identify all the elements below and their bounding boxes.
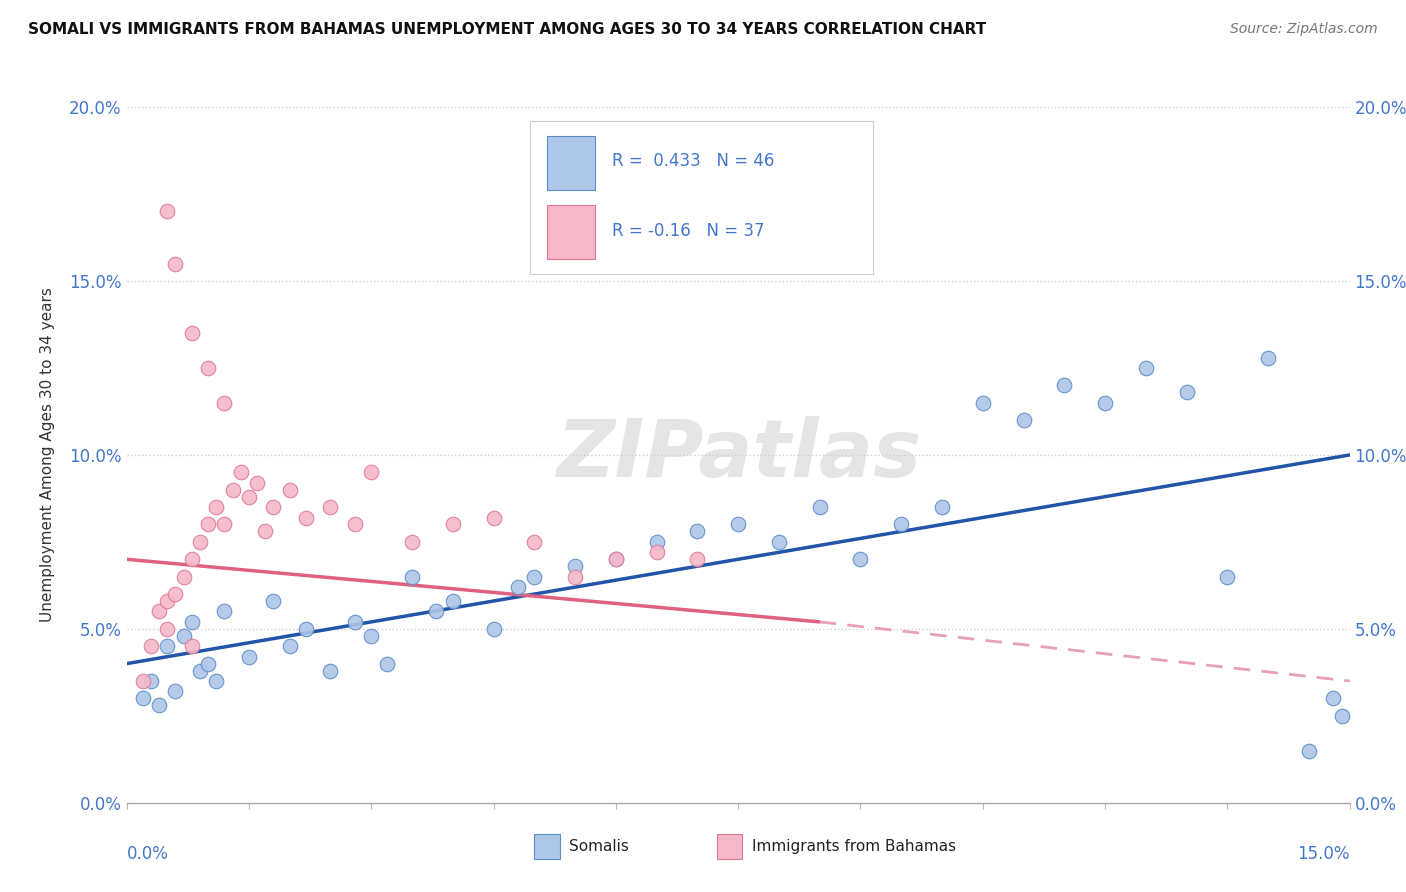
Point: [165, 684, 187, 698]
Y-axis label: Unemployment Among Ages 30 to 34 years: Unemployment Among Ages 30 to 34 years: [41, 287, 55, 623]
Point: [205, 500, 228, 514]
Point: [197, 360, 219, 375]
Point: [1298, 744, 1320, 758]
Point: [425, 605, 447, 619]
Point: [645, 534, 668, 549]
Point: [1257, 351, 1279, 365]
Point: [262, 594, 284, 608]
Point: [343, 615, 366, 629]
Point: [482, 510, 505, 524]
Point: [768, 534, 790, 549]
Point: [727, 517, 749, 532]
Point: [262, 500, 284, 514]
Point: [180, 615, 202, 629]
Point: [1216, 570, 1239, 584]
Point: [214, 395, 236, 409]
Point: [564, 559, 586, 574]
Point: [180, 552, 202, 566]
Point: [319, 664, 342, 678]
Point: [188, 664, 211, 678]
Point: [605, 552, 627, 566]
Point: [401, 570, 423, 584]
Point: [165, 256, 187, 270]
Point: [377, 657, 399, 671]
Point: [441, 517, 464, 532]
Point: [132, 674, 155, 689]
Point: [343, 517, 366, 532]
Point: [360, 629, 382, 643]
Point: [246, 475, 269, 490]
Text: Source: ZipAtlas.com: Source: ZipAtlas.com: [1230, 22, 1378, 37]
Point: [139, 674, 162, 689]
Point: [808, 500, 831, 514]
Point: [197, 517, 219, 532]
Point: [214, 517, 236, 532]
Text: Immigrants from Bahamas: Immigrants from Bahamas: [752, 839, 956, 854]
Point: [132, 691, 155, 706]
Text: 0.0%: 0.0%: [127, 845, 169, 863]
Text: 15.0%: 15.0%: [1298, 845, 1350, 863]
Point: [972, 395, 994, 409]
Point: [401, 534, 423, 549]
Point: [254, 524, 277, 539]
Point: [156, 639, 179, 653]
Point: [148, 698, 170, 713]
Point: [1094, 395, 1116, 409]
Point: [686, 552, 709, 566]
Point: [441, 594, 464, 608]
Point: [221, 483, 243, 497]
Point: [1012, 413, 1035, 427]
Point: [156, 622, 179, 636]
Point: [523, 534, 546, 549]
Text: SOMALI VS IMMIGRANTS FROM BAHAMAS UNEMPLOYMENT AMONG AGES 30 TO 34 YEARS CORRELA: SOMALI VS IMMIGRANTS FROM BAHAMAS UNEMPL…: [28, 22, 987, 37]
Point: [890, 517, 912, 532]
Point: [173, 629, 195, 643]
Point: [319, 500, 342, 514]
Point: [229, 466, 252, 480]
Point: [165, 587, 187, 601]
Point: [931, 500, 953, 514]
Point: [156, 594, 179, 608]
Point: [605, 552, 627, 566]
Point: [173, 570, 195, 584]
Point: [205, 674, 228, 689]
Point: [148, 605, 170, 619]
Point: [180, 639, 202, 653]
Point: [180, 326, 202, 340]
Text: Somalis: Somalis: [569, 839, 630, 854]
Point: [360, 466, 382, 480]
Text: ZIPatlas: ZIPatlas: [555, 416, 921, 494]
Point: [278, 639, 301, 653]
Point: [1322, 691, 1344, 706]
Point: [214, 605, 236, 619]
Point: [197, 657, 219, 671]
Point: [295, 622, 318, 636]
Point: [188, 534, 211, 549]
Point: [139, 639, 162, 653]
Point: [1053, 378, 1076, 392]
Point: [482, 622, 505, 636]
Point: [849, 552, 872, 566]
Point: [1135, 360, 1157, 375]
Point: [295, 510, 318, 524]
Point: [506, 580, 529, 594]
Point: [1330, 708, 1353, 723]
Point: [156, 204, 179, 219]
Point: [238, 490, 260, 504]
Point: [686, 524, 709, 539]
Point: [278, 483, 301, 497]
Point: [238, 649, 260, 664]
Point: [1175, 385, 1198, 400]
Point: [645, 545, 668, 559]
Point: [523, 570, 546, 584]
Point: [564, 570, 586, 584]
